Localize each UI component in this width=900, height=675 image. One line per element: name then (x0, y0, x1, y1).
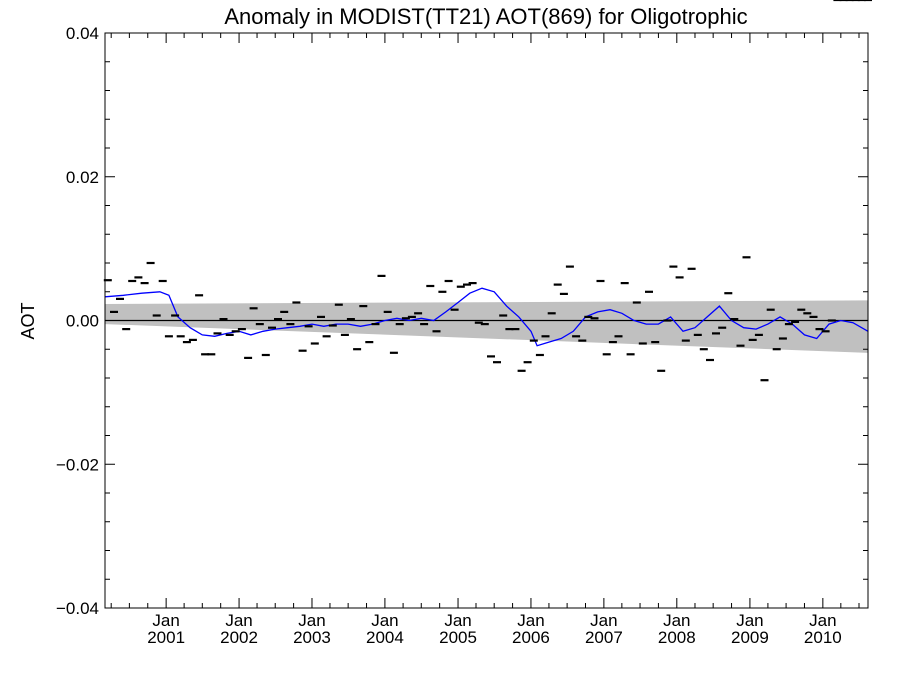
smoothed-anomaly-line (104, 287, 869, 347)
y-tick-label: 0.02 (66, 168, 99, 187)
y-tick-label: 0.00 (66, 312, 99, 331)
x-tick-label-year: 2002 (220, 628, 258, 647)
x-tick-label-year: 2001 (147, 628, 185, 647)
x-tick-label-year: 2003 (293, 628, 331, 647)
y-tick-label: −0.02 (56, 455, 99, 474)
x-tick-label-year: 2006 (512, 628, 550, 647)
x-tick-label-month: Jan (225, 611, 252, 630)
x-tick-label-month: Jan (444, 611, 471, 630)
x-tick-label-year: 2010 (804, 628, 842, 647)
plot-area: −0.04−0.020.000.020.04Jan2001Jan2002Jan2… (56, 0, 872, 647)
x-tick-label-year: 2009 (731, 628, 769, 647)
x-tick-label-month: Jan (517, 611, 544, 630)
y-axis-label: AOT (18, 302, 38, 339)
chart-title: Anomaly in MODIST(TT21) AOT(869) for Oli… (224, 4, 747, 29)
y-tick-label: −0.04 (56, 599, 99, 618)
x-tick-label-month: Jan (809, 611, 836, 630)
x-tick-label-month: Jan (298, 611, 325, 630)
x-tick-label-month: Jan (736, 611, 763, 630)
y-tick-label: 0.04 (66, 24, 99, 43)
uncertainty-band (105, 300, 868, 353)
x-tick-label-month: Jan (663, 611, 690, 630)
x-tick-label-year: 2008 (658, 628, 696, 647)
x-tick-label-year: 2004 (366, 628, 404, 647)
x-tick-label-year: 2007 (585, 628, 623, 647)
x-tick-label-month: Jan (590, 611, 617, 630)
x-tick-label-month: Jan (152, 611, 179, 630)
x-tick-label-month: Jan (371, 611, 398, 630)
x-tick-label-year: 2005 (439, 628, 477, 647)
